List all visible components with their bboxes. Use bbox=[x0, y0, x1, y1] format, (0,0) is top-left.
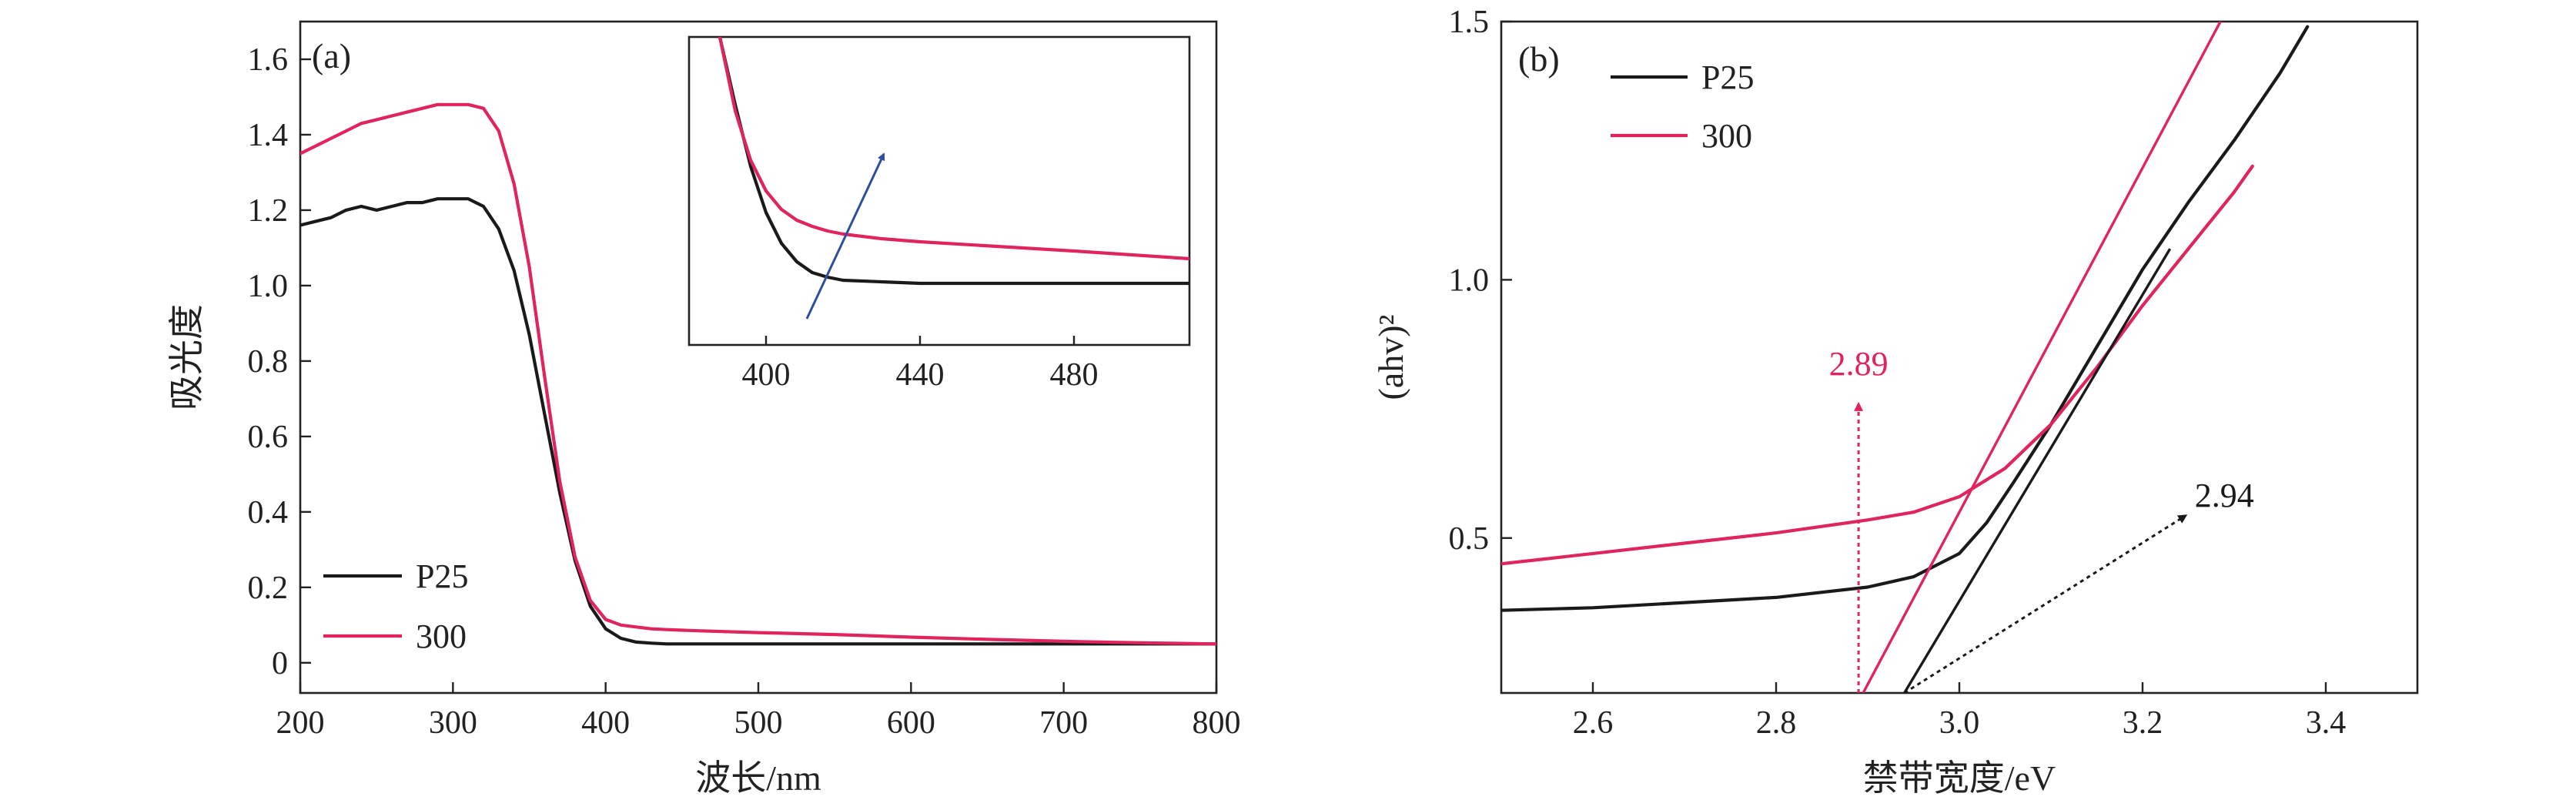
panel-b: 0.5 1.0 1.5 2.6 2.8 3.0 3.2 3.4 2.89 2.94 (b) 禁… bbox=[1371, 5, 2419, 798]
panel-b-frame bbox=[1500, 20, 2419, 695]
panel-a-y-tick-label: 0.2 bbox=[248, 571, 289, 606]
panel-a-y-tick-label: 0.4 bbox=[248, 495, 289, 531]
panel-b-x-tick-label: 3.4 bbox=[2306, 705, 2347, 741]
panel-a-x-tick-label: 600 bbox=[887, 705, 935, 741]
panel-b-y-tick-label: 0.5 bbox=[1449, 521, 1490, 557]
panel-b-x-tick-label: 2.8 bbox=[1756, 705, 1797, 741]
panel-a-x-ticks: 200 300 400 500 600 700 800 bbox=[276, 682, 1241, 741]
panel-b-y-tick-label: 1.5 bbox=[1449, 5, 1490, 40]
panel-a: 0 0.2 0.4 0.6 0.8 1.0 1.2 1.4 1.6 200 300 400 500 60… bbox=[167, 20, 1241, 798]
panel-a-y-tick-label: 1.6 bbox=[248, 42, 289, 78]
inset-series bbox=[718, 37, 1189, 286]
panel-b-tangent-fit-p25 bbox=[1903, 248, 2172, 693]
panel-b-label: (b) bbox=[1518, 39, 1560, 79]
panel-a-legend-label-p25: P25 bbox=[416, 557, 468, 595]
panel-b-series bbox=[1501, 22, 2310, 693]
panel-a-y-tick-label: 0.6 bbox=[248, 420, 289, 455]
inset-series-line-300 bbox=[718, 37, 1189, 261]
panel-a-inset: 400 440 480 bbox=[687, 35, 1191, 393]
panel-a-y-tick-label: 1.2 bbox=[248, 193, 289, 229]
inset-x-ticks: 400 440 480 bbox=[742, 336, 1099, 393]
panel-b-series-line-300 bbox=[1501, 164, 2254, 566]
panel-a-y-tick-label: 0 bbox=[272, 646, 288, 681]
panel-a-x-tick-label: 400 bbox=[581, 705, 630, 741]
panel-a-x-tick-label: 800 bbox=[1193, 705, 1241, 741]
panel-a-label: (a) bbox=[312, 36, 351, 75]
panel-a-x-axis-label: 波长/nm bbox=[695, 758, 821, 798]
panel-a-series bbox=[300, 102, 1216, 646]
panel-b-annotation-label-2.94: 2.94 bbox=[2195, 477, 2254, 514]
inset-x-tick-label: 440 bbox=[896, 357, 945, 393]
panel-b-x-axis-label: 禁带宽度/eV bbox=[1863, 758, 2056, 798]
panel-b-x-tick-label: 3.0 bbox=[1939, 705, 1980, 741]
panel-b-annotations: 2.89 2.94 bbox=[1829, 345, 2254, 695]
panel-b-y-ticks: 0.5 1.0 1.5 bbox=[1449, 5, 1512, 557]
panel-a-x-tick-label: 300 bbox=[429, 705, 477, 741]
panel-a-series-line-300 bbox=[300, 102, 1216, 646]
panel-a-y-ticks: 0 0.2 0.4 0.6 0.8 1.0 1.2 1.4 1.6 bbox=[248, 42, 311, 681]
panel-b-legend-label-p25: P25 bbox=[1701, 59, 1754, 96]
panel-a-y-tick-label: 0.8 bbox=[248, 344, 289, 380]
panel-b-tangent-fit-300 bbox=[1862, 22, 2222, 693]
inset-frame bbox=[687, 35, 1191, 346]
panel-a-x-tick-label: 500 bbox=[734, 705, 783, 741]
inset-x-tick-label: 400 bbox=[742, 357, 791, 393]
panel-a-y-tick-label: 1.4 bbox=[248, 118, 289, 153]
panel-b-annotation-arrow-2.94 bbox=[1903, 514, 2188, 695]
inset-series-line-p25 bbox=[718, 37, 1189, 286]
panel-a-y-tick-label: 1.0 bbox=[248, 269, 289, 304]
panel-b-legend-label-300: 300 bbox=[1701, 117, 1752, 155]
panel-b-annotation-label-2.89: 2.89 bbox=[1829, 345, 1889, 383]
panel-a-y-axis-label: 吸光度 bbox=[167, 304, 206, 410]
panel-a-x-tick-label: 700 bbox=[1039, 705, 1088, 741]
panel-b-x-tick-label: 3.2 bbox=[2123, 705, 2163, 741]
panel-b-x-ticks: 2.6 2.8 3.0 3.2 3.4 bbox=[1573, 682, 2347, 741]
panel-b-series-line-p25 bbox=[1501, 25, 2310, 612]
panel-b-y-axis-label: (ahv)² bbox=[1371, 315, 1410, 400]
panel-a-legend: P25 300 bbox=[323, 557, 468, 655]
panel-a-legend-label-300: 300 bbox=[416, 618, 467, 655]
panel-a-series-line-p25 bbox=[300, 197, 1216, 646]
panel-b-x-tick-label: 2.6 bbox=[1573, 705, 1614, 741]
panel-b-y-tick-label: 1.0 bbox=[1449, 263, 1490, 298]
panel-a-x-tick-label: 200 bbox=[276, 705, 325, 741]
inset-x-tick-label: 480 bbox=[1050, 357, 1099, 393]
panel-b-legend: P25 300 bbox=[1611, 59, 1754, 155]
inset-trend-arrow bbox=[805, 152, 885, 320]
